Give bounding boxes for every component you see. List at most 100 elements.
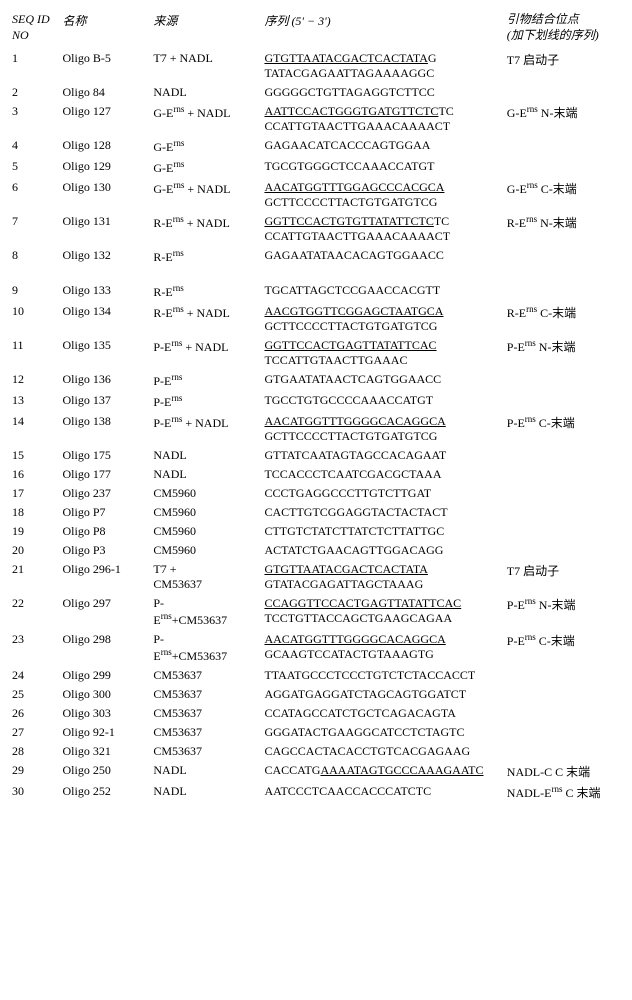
cell-binding bbox=[503, 136, 624, 157]
cell-source: G-Erns bbox=[149, 136, 260, 157]
cell-binding bbox=[503, 484, 624, 503]
cell-source: CM53637 bbox=[149, 723, 260, 742]
header-name: 名称 bbox=[58, 10, 149, 49]
cell-seqid: 16 bbox=[8, 465, 58, 484]
cell-sequence: GTTATCAATAGTAGCCACAGAAT bbox=[260, 446, 502, 465]
table-row: 20Oligo P3CM5960ACTATCTGAACAGTTGGACAGG bbox=[8, 541, 624, 560]
cell-binding bbox=[503, 723, 624, 742]
cell-source: P-Erns bbox=[149, 370, 260, 391]
cell-seqid: 28 bbox=[8, 742, 58, 761]
cell-seqid: 25 bbox=[8, 685, 58, 704]
cell-name: Oligo 252 bbox=[58, 782, 149, 803]
table-row: 19Oligo P8CM5960CTTGTCTATCTTATCTCTTATTGC bbox=[8, 522, 624, 541]
cell-name: Oligo 175 bbox=[58, 446, 149, 465]
cell-binding bbox=[503, 704, 624, 723]
cell-seqid: 14 bbox=[8, 412, 58, 446]
cell-seqid: 24 bbox=[8, 666, 58, 685]
cell-name: Oligo 127 bbox=[58, 102, 149, 136]
cell-sequence: GGGATACTGAAGGCATCCTCTAGTC bbox=[260, 723, 502, 742]
cell-name: Oligo 297 bbox=[58, 594, 149, 630]
cell-binding bbox=[503, 666, 624, 685]
table-row: 14Oligo 138P-Erns + NADLAACATGGTTTGGGGCA… bbox=[8, 412, 624, 446]
cell-binding bbox=[503, 83, 624, 102]
table-row: 25Oligo 300CM53637AGGATGAGGATCTAGCAGTGGA… bbox=[8, 685, 624, 704]
table-row: 3Oligo 127G-Erns + NADLAATTCCACTGGGTGATG… bbox=[8, 102, 624, 136]
header-binding: 引物结合位点(加下划线的序列) bbox=[503, 10, 624, 49]
cell-source: G-Erns + NADL bbox=[149, 102, 260, 136]
cell-sequence: CAGCCACTACACCTGTCACGAGAAG bbox=[260, 742, 502, 761]
cell-binding: R-Erns N-末端 bbox=[503, 212, 624, 246]
cell-binding bbox=[503, 370, 624, 391]
cell-sequence: TGCCTGTGCCCCAAACCATGT bbox=[260, 391, 502, 412]
table-row: 18Oligo P7CM5960CACTTGTCGGAGGTACTACTACT bbox=[8, 503, 624, 522]
cell-source: P-Erns + NADL bbox=[149, 412, 260, 446]
cell-sequence: CCCTGAGGCCCTTGTCTTGAT bbox=[260, 484, 502, 503]
cell-sequence: GGTTCCACTGTGTTATATTCTCTCCCATTGTAACTTGAAA… bbox=[260, 212, 502, 246]
cell-binding bbox=[503, 465, 624, 484]
cell-sequence: AACGTGGTTCGGAGCTAATGCAGCTTCCCCTTACTGTGAT… bbox=[260, 302, 502, 336]
cell-sequence: TTAATGCCCTCCCTGTCTCTACCACCT bbox=[260, 666, 502, 685]
cell-name: Oligo 128 bbox=[58, 136, 149, 157]
cell-binding: T7 启动子 bbox=[503, 49, 624, 83]
cell-binding bbox=[503, 391, 624, 412]
cell-seqid: 3 bbox=[8, 102, 58, 136]
cell-source: CM5960 bbox=[149, 484, 260, 503]
cell-seqid: 11 bbox=[8, 336, 58, 370]
cell-binding: R-Erns C-末端 bbox=[503, 302, 624, 336]
cell-sequence: AACATGGTTTGGAGCCCACGCAGCTTCCCCTTACTGTGAT… bbox=[260, 178, 502, 212]
table-row: 1Oligo B-5T7 + NADLGTGTTAATACGACTCACTATA… bbox=[8, 49, 624, 83]
table-row: 23Oligo 298P-Erns+CM53637AACATGGTTTGGGGC… bbox=[8, 630, 624, 666]
cell-name: Oligo 131 bbox=[58, 212, 149, 246]
cell-name: Oligo B-5 bbox=[58, 49, 149, 83]
cell-sequence: ACTATCTGAACAGTTGGACAGG bbox=[260, 541, 502, 560]
cell-sequence: CCATAGCCATCTGCTCAGACAGTA bbox=[260, 704, 502, 723]
cell-name: Oligo 177 bbox=[58, 465, 149, 484]
cell-sequence: AACATGGTTTGGGGCACAGGCAGCAAGTCCATACTGTAAA… bbox=[260, 630, 502, 666]
cell-binding bbox=[503, 503, 624, 522]
table-row: 2Oligo 84NADLGGGGGCTGTTAGAGGTCTTCC bbox=[8, 83, 624, 102]
cell-binding: P-Erns N-末端 bbox=[503, 594, 624, 630]
table-row: 12Oligo 136P-ErnsGTGAATATAACTCAGTGGAACC bbox=[8, 370, 624, 391]
cell-binding bbox=[503, 157, 624, 178]
cell-name: Oligo 300 bbox=[58, 685, 149, 704]
cell-seqid: 26 bbox=[8, 704, 58, 723]
table-row: 27Oligo 92-1CM53637GGGATACTGAAGGCATCCTCT… bbox=[8, 723, 624, 742]
cell-seqid: 9 bbox=[8, 281, 58, 302]
header-source: 来源 bbox=[149, 10, 260, 49]
cell-sequence: TGCGTGGGCTCCAAACCATGT bbox=[260, 157, 502, 178]
cell-name: Oligo 133 bbox=[58, 281, 149, 302]
cell-sequence: AGGATGAGGATCTAGCAGTGGATCT bbox=[260, 685, 502, 704]
cell-name: Oligo 132 bbox=[58, 246, 149, 267]
table-row: 5Oligo 129G-ErnsTGCGTGGGCTCCAAACCATGT bbox=[8, 157, 624, 178]
cell-name: Oligo P7 bbox=[58, 503, 149, 522]
cell-source: P-Erns bbox=[149, 391, 260, 412]
cell-name: Oligo 136 bbox=[58, 370, 149, 391]
cell-source: CM5960 bbox=[149, 503, 260, 522]
table-row: 24Oligo 299CM53637TTAATGCCCTCCCTGTCTCTAC… bbox=[8, 666, 624, 685]
cell-seqid: 6 bbox=[8, 178, 58, 212]
cell-sequence: AACATGGTTTGGGGCACAGGCAGCTTCCCCTTACTGTGAT… bbox=[260, 412, 502, 446]
cell-binding bbox=[503, 541, 624, 560]
cell-binding bbox=[503, 281, 624, 302]
table-row: 17Oligo 237CM5960CCCTGAGGCCCTTGTCTTGAT bbox=[8, 484, 624, 503]
cell-seqid: 19 bbox=[8, 522, 58, 541]
header-seqid: SEQ IDNO bbox=[8, 10, 58, 49]
cell-seqid: 30 bbox=[8, 782, 58, 803]
cell-source: CM53637 bbox=[149, 666, 260, 685]
cell-source: CM53637 bbox=[149, 742, 260, 761]
cell-source: CM53637 bbox=[149, 685, 260, 704]
cell-seqid: 20 bbox=[8, 541, 58, 560]
table-row: 16Oligo 177NADLTCCACCCTCAATCGACGCTAAA bbox=[8, 465, 624, 484]
oligo-table: SEQ IDNO 名称 来源 序列 (5' − 3') 引物结合位点(加下划线的… bbox=[8, 10, 624, 803]
cell-sequence: AATCCCTCAACCACCCATCTC bbox=[260, 782, 502, 803]
table-row: 10Oligo 134R-Erns + NADLAACGTGGTTCGGAGCT… bbox=[8, 302, 624, 336]
cell-name: Oligo 92-1 bbox=[58, 723, 149, 742]
cell-name: Oligo 134 bbox=[58, 302, 149, 336]
cell-source: NADL bbox=[149, 782, 260, 803]
header-sequence: 序列 (5' − 3') bbox=[260, 10, 502, 49]
cell-seqid: 22 bbox=[8, 594, 58, 630]
table-row: 15Oligo 175NADLGTTATCAATAGTAGCCACAGAAT bbox=[8, 446, 624, 465]
cell-source: P-Erns + NADL bbox=[149, 336, 260, 370]
cell-binding bbox=[503, 685, 624, 704]
cell-name: Oligo 321 bbox=[58, 742, 149, 761]
